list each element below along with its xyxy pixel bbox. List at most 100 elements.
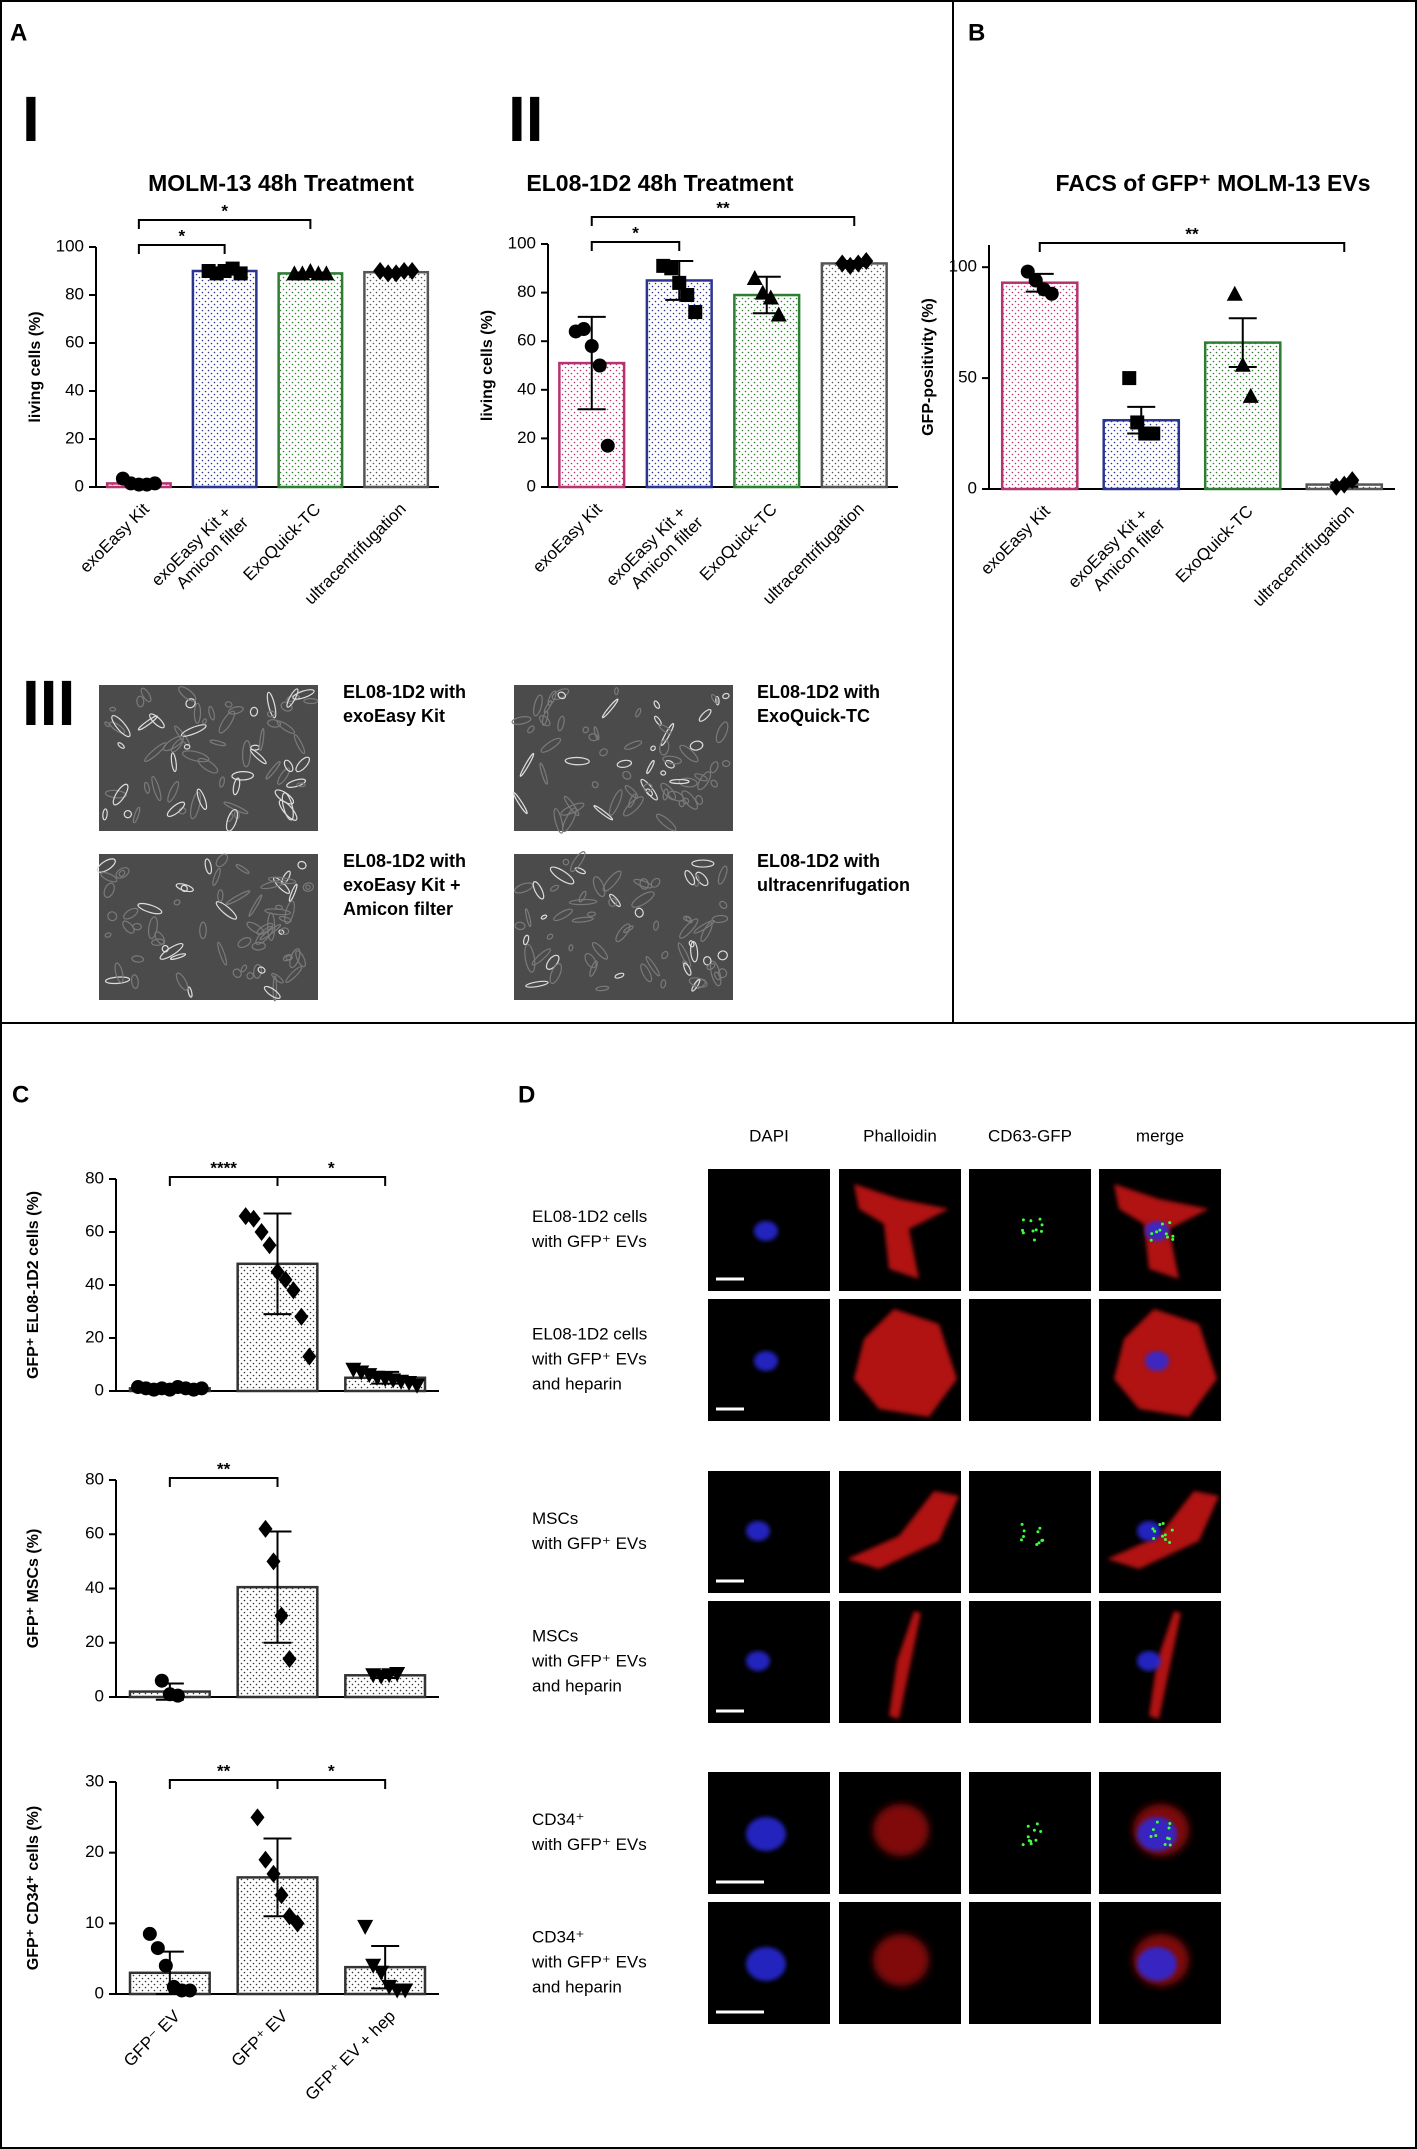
cell-texture bbox=[684, 869, 696, 886]
row-label: MSCs bbox=[532, 1626, 578, 1645]
data-point bbox=[302, 1347, 317, 1366]
cell-texture bbox=[151, 938, 165, 946]
row-label: and heparin bbox=[532, 1676, 622, 1695]
chart-title: EL08-1D2 48h Treatment bbox=[526, 170, 794, 196]
data-point bbox=[318, 265, 335, 281]
cell-texture bbox=[283, 759, 294, 773]
data-point bbox=[170, 1688, 185, 1703]
cell-texture bbox=[662, 755, 682, 765]
gfp-spot bbox=[1168, 1843, 1172, 1847]
cell-texture bbox=[588, 733, 599, 742]
cell-texture bbox=[722, 759, 731, 768]
significance-label: * bbox=[178, 226, 185, 245]
cell-texture bbox=[691, 859, 715, 868]
gfp-spot bbox=[1160, 1222, 1164, 1226]
row-label: CD34⁺ bbox=[532, 1927, 584, 1946]
data-point bbox=[282, 1650, 297, 1669]
cell-texture bbox=[199, 921, 207, 940]
cell-texture bbox=[123, 907, 139, 920]
data-point bbox=[147, 476, 162, 491]
cell-texture bbox=[250, 748, 267, 765]
gfp-spot bbox=[1020, 1228, 1024, 1232]
cell-texture bbox=[608, 897, 618, 907]
cell-texture bbox=[719, 900, 728, 909]
cell-texture bbox=[302, 882, 314, 892]
cell-texture bbox=[271, 972, 284, 984]
data-point bbox=[1146, 426, 1161, 441]
cell-texture bbox=[584, 953, 597, 969]
cell-texture bbox=[281, 792, 294, 821]
y-tick-label: 20 bbox=[85, 1632, 104, 1651]
x-tick-label: ExoQuick-TC bbox=[239, 500, 324, 585]
cell-texture bbox=[703, 956, 712, 966]
cell-texture bbox=[96, 858, 116, 873]
cell-texture bbox=[154, 931, 166, 945]
cell-texture bbox=[624, 785, 639, 799]
cell-texture bbox=[107, 911, 118, 922]
cell-texture bbox=[549, 866, 575, 885]
cell-texture bbox=[196, 788, 208, 811]
micrograph bbox=[969, 1772, 1091, 1894]
cell-texture bbox=[653, 920, 659, 931]
gfp-spot bbox=[1166, 1836, 1170, 1840]
gfp-spot bbox=[1035, 1822, 1039, 1826]
cell-texture bbox=[183, 744, 191, 750]
nucleus-stain bbox=[754, 1221, 778, 1241]
nucleus-stain bbox=[1137, 1521, 1161, 1541]
data-point bbox=[1044, 286, 1059, 301]
cell-texture bbox=[615, 923, 631, 943]
cell-texture bbox=[286, 778, 307, 789]
nucleus-stain bbox=[754, 1351, 778, 1371]
cell-texture bbox=[249, 706, 259, 717]
cell-texture bbox=[209, 739, 227, 747]
data-point bbox=[290, 1914, 305, 1933]
panel-label: B bbox=[968, 19, 985, 46]
data-point bbox=[576, 322, 591, 337]
micrograph bbox=[969, 1471, 1091, 1593]
cell-texture bbox=[551, 688, 570, 701]
cell-texture bbox=[197, 757, 219, 774]
cell-texture bbox=[591, 941, 609, 960]
y-tick-label: 0 bbox=[527, 476, 536, 495]
phalloidin-stain bbox=[889, 1611, 921, 1719]
cell-texture bbox=[592, 876, 606, 898]
cell-texture bbox=[661, 950, 669, 960]
nucleus-stain bbox=[1145, 1351, 1169, 1371]
significance-label: * bbox=[328, 1761, 335, 1780]
data-point bbox=[286, 1281, 301, 1300]
cell-texture bbox=[650, 877, 661, 888]
cell-texture bbox=[560, 802, 585, 816]
data-point bbox=[294, 1307, 309, 1326]
y-tick-label: 80 bbox=[517, 282, 536, 301]
gfp-spot bbox=[1021, 1534, 1025, 1538]
significance-bracket bbox=[137, 244, 226, 254]
data-point bbox=[1234, 356, 1251, 372]
cell-texture bbox=[100, 871, 118, 883]
cell-texture bbox=[660, 782, 677, 801]
cell-texture bbox=[512, 791, 528, 815]
chart-title: MOLM-13 48h Treatment bbox=[148, 170, 414, 196]
cell-texture bbox=[292, 689, 315, 700]
cell-texture bbox=[539, 762, 548, 785]
cell-texture bbox=[715, 695, 720, 706]
y-tick-label: 20 bbox=[517, 428, 536, 447]
gfp-spot bbox=[1022, 1529, 1026, 1533]
data-point bbox=[142, 1926, 157, 1941]
cell-texture bbox=[660, 979, 667, 989]
phalloidin-stain bbox=[873, 1804, 929, 1856]
cell-texture bbox=[593, 726, 600, 741]
cell-texture bbox=[132, 806, 141, 824]
cell-texture bbox=[653, 715, 662, 726]
row-label: with GFP⁺ EVs bbox=[531, 1952, 647, 1971]
cell-texture bbox=[185, 698, 196, 709]
y-tick-label: 0 bbox=[75, 476, 84, 495]
cell-texture bbox=[178, 686, 197, 702]
data-point bbox=[405, 262, 420, 280]
cell-texture bbox=[159, 942, 184, 960]
data-point bbox=[584, 339, 599, 354]
data-point bbox=[592, 358, 607, 373]
cell-texture bbox=[539, 715, 551, 727]
cell-texture bbox=[242, 740, 252, 768]
cell-texture bbox=[140, 687, 152, 703]
y-tick-label: 100 bbox=[949, 257, 977, 276]
